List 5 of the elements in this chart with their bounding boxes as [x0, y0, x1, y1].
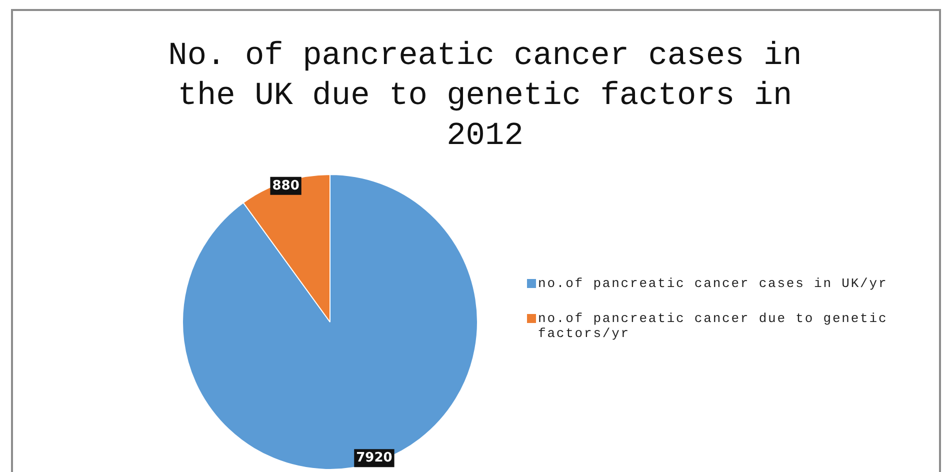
data-label: 7920 — [356, 450, 392, 466]
legend-label: no.of pancreatic cancer due to genetic factors/yr — [538, 311, 889, 341]
chart-title: No. of pancreatic cancer cases in the UK due to genetic factors in 2012 — [167, 36, 803, 156]
legend-label: no.of pancreatic cancer cases in UK/yr — [538, 276, 888, 291]
data-label: 880 — [272, 178, 300, 194]
